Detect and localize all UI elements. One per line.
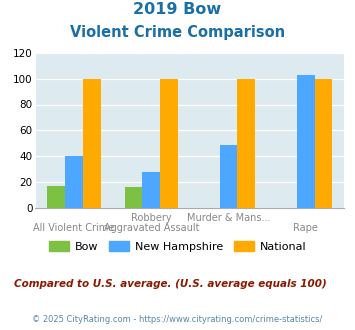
Bar — [65, 156, 83, 208]
Bar — [142, 172, 160, 208]
Text: © 2025 CityRating.com - https://www.cityrating.com/crime-statistics/: © 2025 CityRating.com - https://www.city… — [32, 315, 323, 324]
Text: Compared to U.S. average. (U.S. average equals 100): Compared to U.S. average. (U.S. average … — [14, 279, 327, 289]
Text: Rape: Rape — [293, 223, 318, 233]
Legend: Bow, New Hampshire, National: Bow, New Hampshire, National — [44, 237, 311, 256]
Text: Murder & Mans...: Murder & Mans... — [187, 213, 270, 223]
Bar — [297, 75, 315, 208]
Bar — [83, 79, 101, 208]
Bar — [315, 79, 332, 208]
Text: All Violent Crime: All Violent Crime — [33, 223, 115, 233]
Bar — [48, 186, 65, 208]
Text: Aggravated Assault: Aggravated Assault — [104, 223, 199, 233]
Bar — [125, 187, 142, 208]
Bar — [237, 79, 255, 208]
Bar — [160, 79, 178, 208]
Text: Violent Crime Comparison: Violent Crime Comparison — [70, 25, 285, 40]
Bar — [220, 145, 237, 208]
Text: Robbery: Robbery — [131, 213, 171, 223]
Text: 2019 Bow: 2019 Bow — [133, 2, 222, 16]
